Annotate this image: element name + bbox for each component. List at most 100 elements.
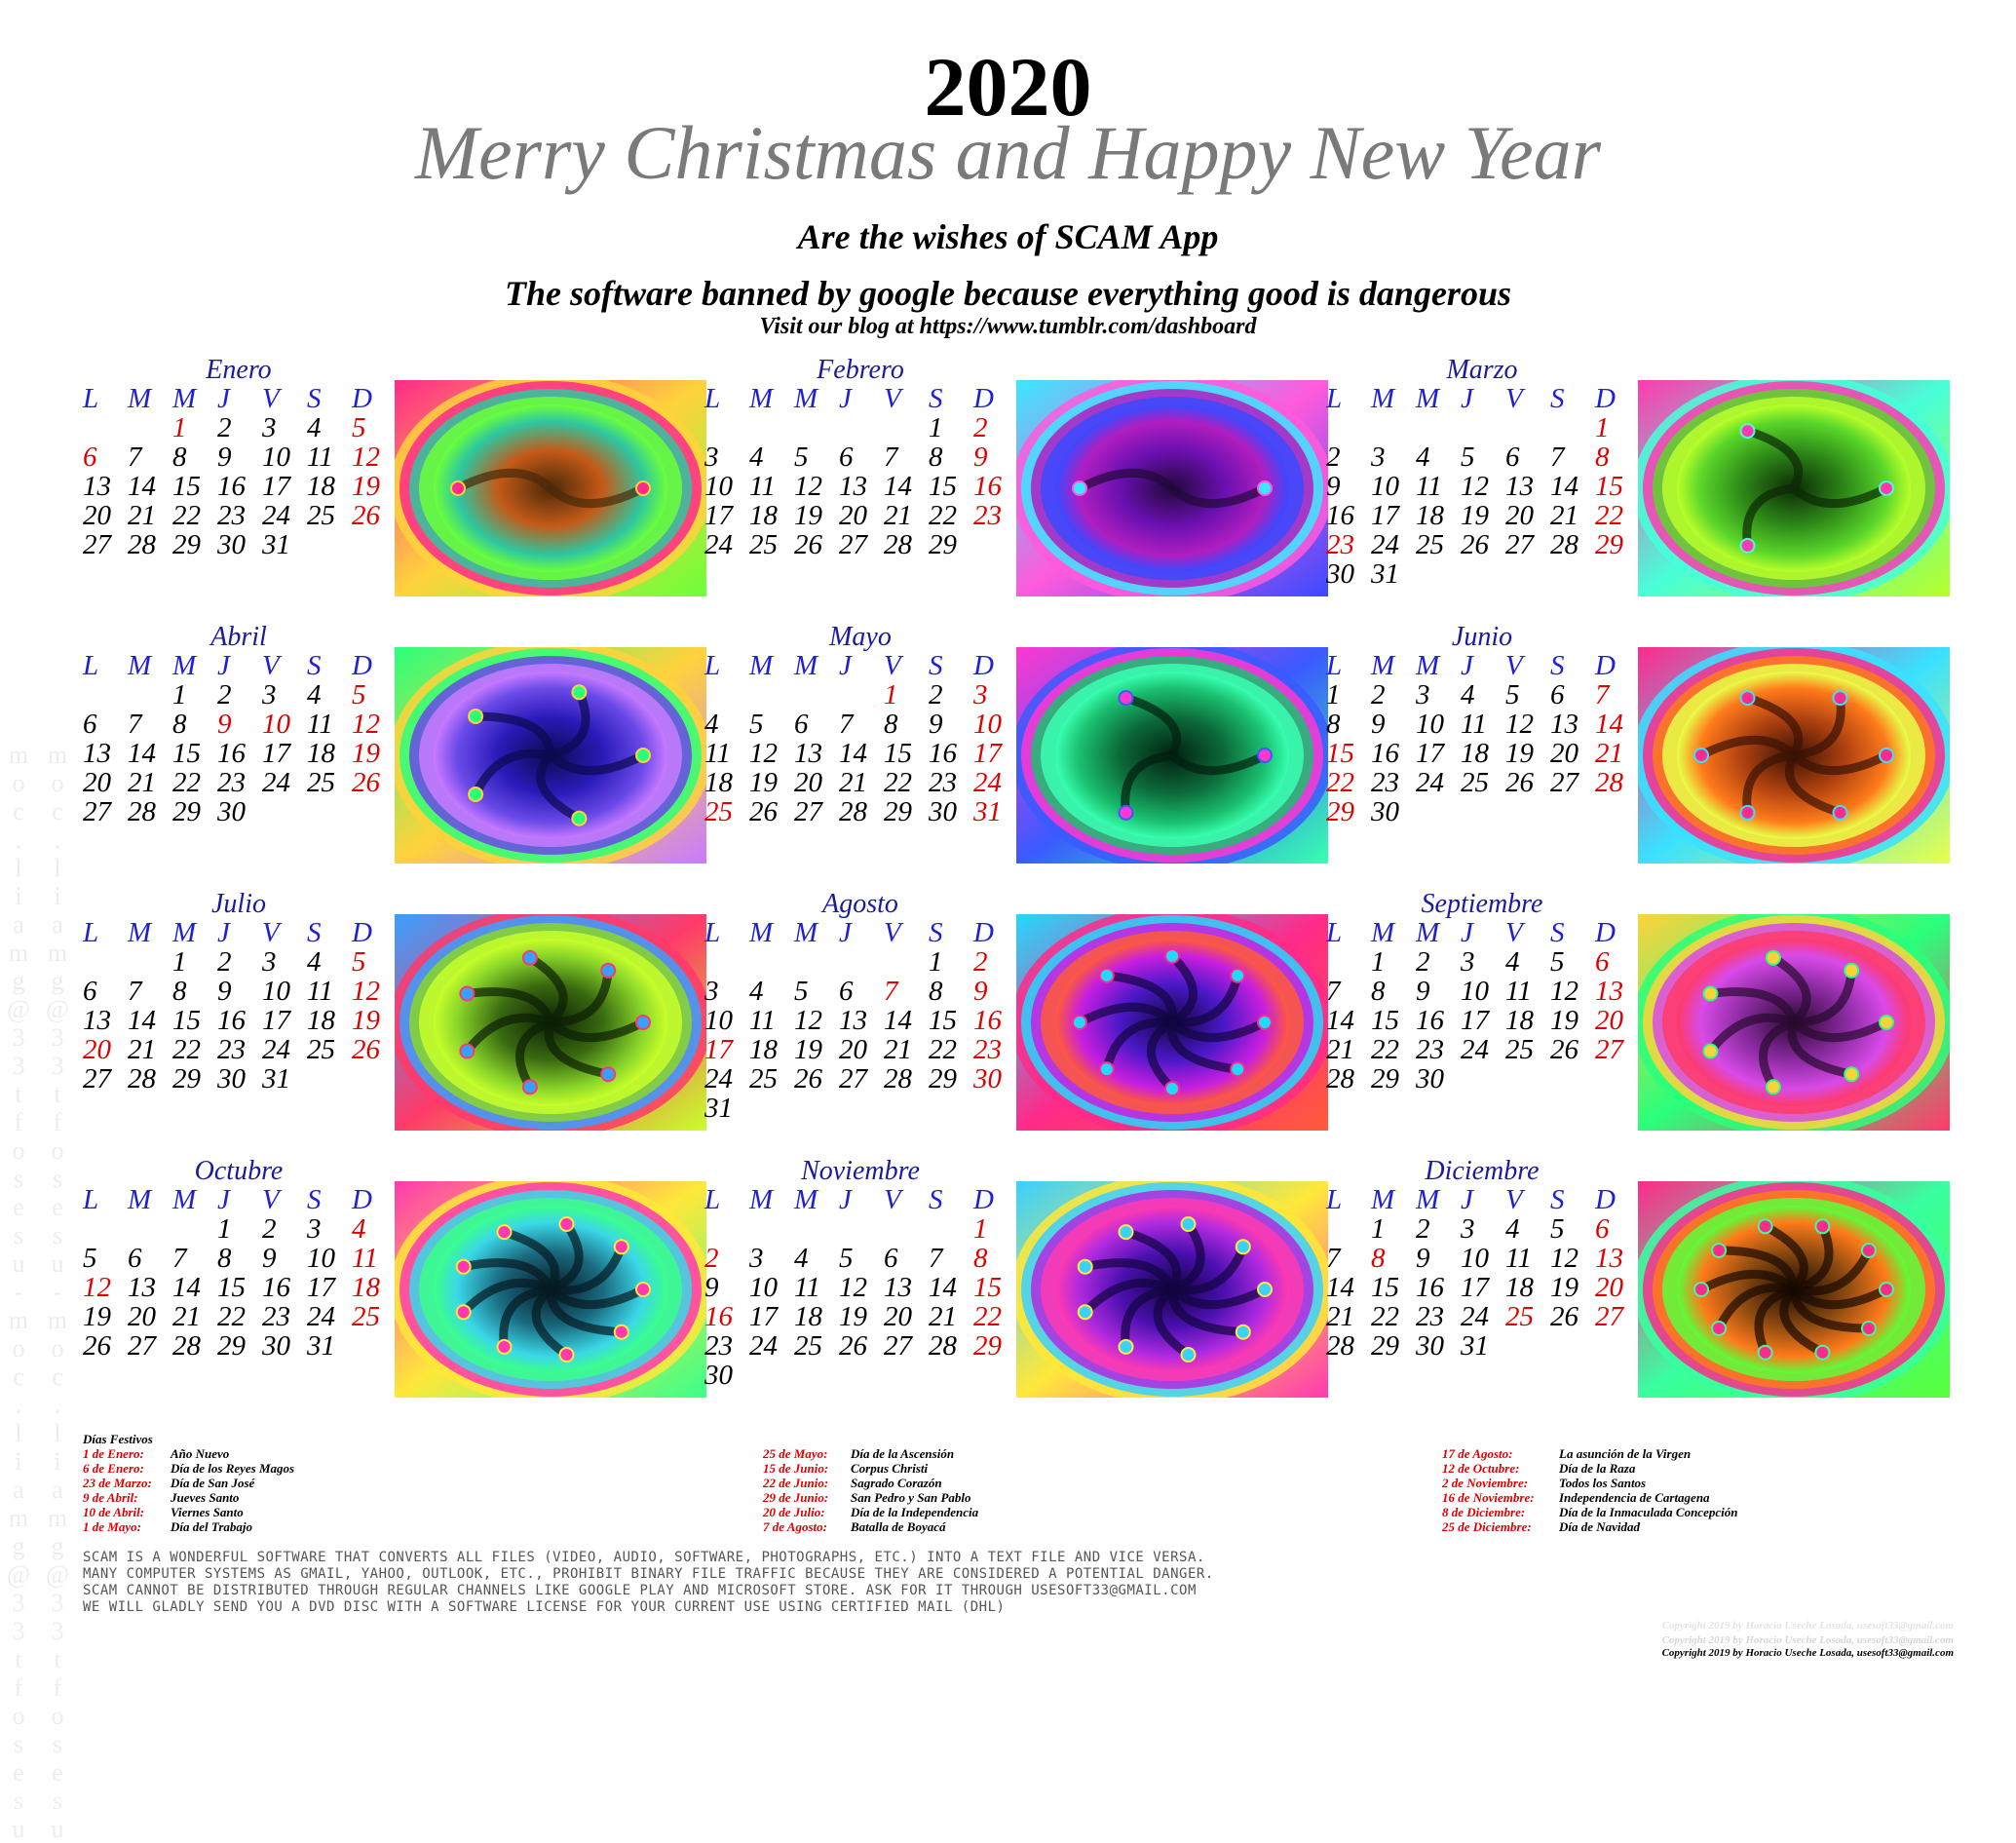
day-cell: 21: [1595, 738, 1623, 769]
day-cell: 10: [262, 442, 290, 473]
weekday-header: D: [973, 383, 994, 414]
weekday-header: D: [352, 650, 372, 681]
day-cell: 6: [83, 709, 97, 740]
day-cell: 29: [172, 529, 201, 560]
day-cell: 25: [1461, 767, 1489, 798]
weekday-header: S: [1550, 917, 1565, 948]
day-cell: 11: [307, 709, 333, 740]
day-cell: 16: [1326, 500, 1354, 531]
day-cell: 17: [704, 1034, 733, 1065]
day-cell: 24: [704, 529, 733, 560]
day-cell: 5: [1550, 1213, 1565, 1245]
day-cell: 9: [217, 976, 232, 1007]
day-cell: 16: [217, 471, 246, 502]
holiday-date: 17 de Agosto:: [1442, 1446, 1513, 1461]
day-cell: 20: [839, 1034, 867, 1065]
day-cell: 3: [262, 412, 277, 443]
day-cell: 5: [352, 679, 366, 710]
weekday-header: D: [1595, 383, 1616, 414]
day-cell: 20: [83, 1034, 111, 1065]
holiday-date: 12 de Octubre:: [1442, 1461, 1520, 1476]
day-cell: 7: [884, 442, 898, 473]
day-cell: 22: [217, 1301, 246, 1332]
day-cell: 19: [839, 1301, 867, 1332]
day-cell: 19: [1461, 500, 1489, 531]
day-cell: 27: [839, 1063, 867, 1094]
weekday-header: J: [839, 383, 852, 414]
day-cell: 2: [704, 1243, 719, 1274]
day-cell: 17: [1371, 500, 1399, 531]
holiday-name: Viernes Santo: [171, 1505, 244, 1519]
holidays-column-1: 1 de Enero: Año Nuevo 6 de Enero: Día de lo…: [83, 1446, 375, 1539]
day-cell: 25: [307, 1034, 335, 1065]
day-cell: 30: [217, 796, 246, 827]
year-title: 2020: [924, 40, 1092, 134]
day-cell: 20: [128, 1301, 156, 1332]
day-cell: 27: [83, 796, 111, 827]
day-cell: 2: [973, 946, 988, 978]
holiday-date: 25 de Mayo:: [763, 1446, 828, 1461]
day-cell: 5: [83, 1243, 97, 1274]
weekday-header: V: [262, 1184, 280, 1215]
day-cell: 11: [794, 1272, 820, 1303]
day-cell: 8: [1371, 1243, 1386, 1274]
day-cell: 31: [1371, 558, 1399, 590]
day-cell: 28: [1326, 1063, 1354, 1094]
day-cell: 30: [217, 529, 246, 560]
day-cell: 9: [1371, 709, 1386, 740]
weekday-header: M: [1371, 917, 1395, 948]
weekday-header: V: [1505, 1184, 1523, 1215]
day-cell: 26: [352, 1034, 380, 1065]
fractal-image: [1638, 647, 1950, 864]
weekday-header: J: [1461, 1184, 1473, 1215]
day-cell: 15: [1371, 1005, 1399, 1036]
day-cell: 23: [262, 1301, 290, 1332]
day-cell: 17: [262, 471, 290, 502]
day-cell: 18: [307, 738, 335, 769]
day-cell: 30: [1416, 1063, 1444, 1094]
weekday-header: M: [1416, 383, 1440, 414]
day-cell: 21: [128, 1034, 156, 1065]
holiday-row: 10 de Abril: Viernes Santo: [83, 1505, 375, 1519]
day-cell: 23: [704, 1330, 733, 1362]
day-cell: 6: [839, 976, 854, 1007]
holiday-row: 20 de Julio: Día de la Independencia: [763, 1505, 1055, 1519]
fractal-image: [1016, 647, 1328, 864]
day-cell: 24: [262, 500, 290, 531]
weekday-header: M: [794, 650, 818, 681]
holiday-date: 23 de Marzo:: [83, 1476, 152, 1490]
copyright-text: Copyright 2019 by Horacio Useche Losada,…: [1661, 1647, 1954, 1659]
day-cell: 25: [794, 1330, 822, 1362]
day-cell: 25: [307, 767, 335, 798]
day-cell: 28: [884, 529, 912, 560]
greeting-title: Merry Christmas and Happy New Year: [415, 110, 1601, 195]
footer-line-3: SCAM cannot be distributed through regul…: [83, 1583, 1197, 1598]
holiday-row: 23 de Marzo: Día de San José: [83, 1476, 375, 1490]
day-cell: 10: [749, 1272, 778, 1303]
fractal-image: [1638, 914, 1950, 1131]
day-cell: 28: [1550, 529, 1579, 560]
day-cell: 15: [217, 1272, 246, 1303]
day-cell: 27: [1505, 529, 1534, 560]
holiday-date: 25 de Diciembre:: [1442, 1519, 1532, 1534]
day-cell: 8: [973, 1243, 988, 1274]
day-cell: 24: [973, 767, 1002, 798]
weekday-header: D: [973, 1184, 994, 1215]
day-cell: 11: [1416, 471, 1442, 502]
weekday-header: V: [1505, 383, 1523, 414]
weekday-header: S: [929, 1184, 943, 1215]
day-cell: 14: [1326, 1005, 1354, 1036]
day-cell: 30: [704, 1360, 733, 1391]
weekday-header: J: [839, 650, 852, 681]
holiday-row: 6 de Enero: Día de los Reyes Magos: [83, 1461, 375, 1476]
day-cell: 29: [929, 1063, 957, 1094]
day-cell: 28: [128, 529, 156, 560]
day-cell: 23: [1371, 767, 1399, 798]
day-cell: 5: [1505, 679, 1520, 710]
weekday-header: M: [1416, 1184, 1440, 1215]
day-cell: 11: [307, 442, 333, 473]
day-cell: 1: [973, 1213, 988, 1245]
day-cell: 13: [839, 1005, 867, 1036]
day-cell: 10: [262, 976, 290, 1007]
day-cell: 12: [1550, 976, 1579, 1007]
